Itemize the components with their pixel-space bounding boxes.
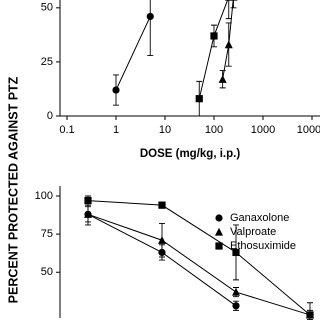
series-line <box>222 0 234 80</box>
x-tick-label: 1 <box>113 124 119 136</box>
y-tick-label: 0 <box>47 110 53 122</box>
marker <box>112 86 120 94</box>
x-tick-label: 10 <box>159 124 171 136</box>
marker <box>225 0 233 1</box>
error-bar <box>225 0 232 20</box>
legend-label: Ganaxolone <box>230 212 289 224</box>
x-tick-label: 10000 <box>297 124 320 136</box>
marker <box>224 40 233 49</box>
marker <box>232 248 240 257</box>
x-tick-label: 1000 <box>251 124 275 136</box>
error-bar <box>230 0 237 9</box>
marker <box>84 210 92 218</box>
plot-area <box>84 195 314 320</box>
series-line <box>198 0 229 99</box>
legend-marker <box>215 214 223 222</box>
x-tick-label: 0.1 <box>59 124 74 136</box>
y-tick-label: 25 <box>41 56 53 68</box>
series-line <box>115 16 151 91</box>
marker <box>232 287 240 296</box>
y-tick-label: 100 <box>35 190 53 202</box>
x-axis-title: DOSE (mg/kg, i.p.) <box>140 148 240 160</box>
series-line <box>87 200 311 316</box>
y-axis-title: PERCENT PROTECTED AGAINST PTZ <box>6 76 20 303</box>
legend-marker <box>215 242 223 250</box>
marker <box>218 75 227 83</box>
marker <box>306 311 314 319</box>
marker <box>195 95 203 103</box>
x-tick-label: 100 <box>205 124 223 136</box>
legend-label: Valproate <box>230 226 276 238</box>
error-bar <box>147 0 154 56</box>
y-tick-label: 75 <box>41 228 53 240</box>
series-line <box>87 213 311 316</box>
y-tick-label: 50 <box>41 2 53 14</box>
marker <box>84 196 92 205</box>
legend-label: Ethosuximide <box>230 240 296 252</box>
marker <box>158 201 166 209</box>
legend-marker <box>215 227 223 236</box>
marker <box>158 236 166 244</box>
marker <box>232 302 240 310</box>
y-tick-label: 50 <box>41 266 53 278</box>
marker <box>146 12 154 21</box>
marker <box>210 32 218 40</box>
plot-area <box>112 0 238 117</box>
